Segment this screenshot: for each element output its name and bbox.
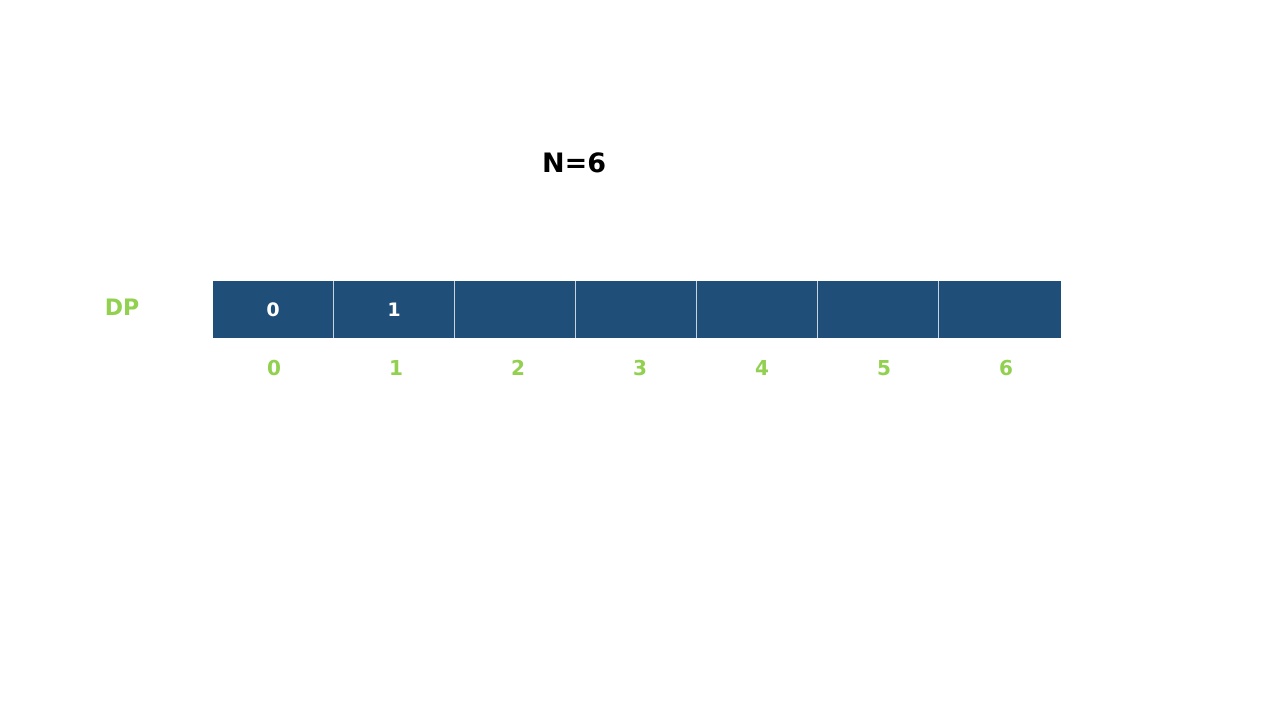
index-label-0: 0 bbox=[267, 356, 281, 380]
dp-array: 0 1 bbox=[213, 281, 1061, 338]
index-label-6: 6 bbox=[999, 356, 1013, 380]
dp-cell-4 bbox=[697, 281, 818, 338]
dp-cell-6 bbox=[939, 281, 1061, 338]
dp-cell-1: 1 bbox=[334, 281, 455, 338]
index-label-2: 2 bbox=[511, 356, 525, 380]
dp-cell-5 bbox=[818, 281, 939, 338]
dp-cell-0: 0 bbox=[213, 281, 334, 338]
index-label-4: 4 bbox=[755, 356, 769, 380]
dp-cell-2 bbox=[455, 281, 576, 338]
dp-cell-value: 1 bbox=[387, 298, 401, 321]
dp-array-label: DP bbox=[104, 296, 140, 321]
dp-cell-value: 0 bbox=[266, 298, 280, 321]
index-label-5: 5 bbox=[877, 356, 891, 380]
index-label-3: 3 bbox=[633, 356, 647, 380]
index-row: 0 1 2 3 4 5 6 bbox=[213, 352, 1067, 384]
index-label-1: 1 bbox=[389, 356, 403, 380]
problem-size-title: N=6 bbox=[541, 148, 606, 179]
dp-cell-3 bbox=[576, 281, 697, 338]
